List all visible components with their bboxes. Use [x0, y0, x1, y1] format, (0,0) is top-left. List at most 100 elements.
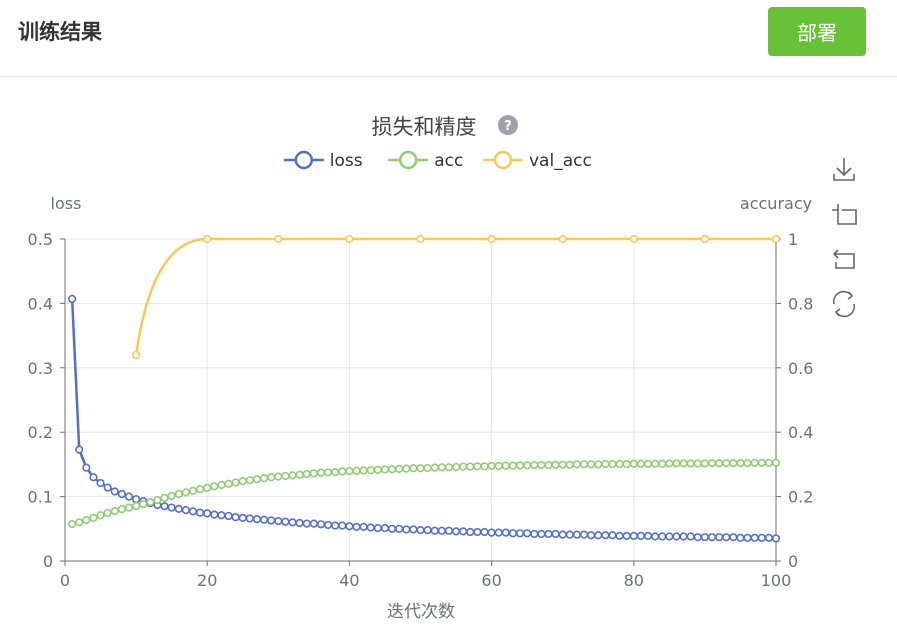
data-point-acc — [451, 462, 461, 472]
data-point-loss — [565, 530, 574, 539]
data-point-acc — [323, 468, 333, 477]
legend-item-loss[interactable]: loss — [283, 150, 363, 171]
data-point-acc — [601, 459, 610, 469]
y-left-tick-label: 0.3 — [28, 359, 53, 378]
data-point-loss — [117, 489, 126, 499]
data-point-acc — [345, 467, 354, 476]
data-point-loss — [331, 521, 340, 530]
data-point-loss — [188, 507, 198, 516]
y-left-tick-label: 0.4 — [28, 294, 53, 313]
data-point-acc — [117, 505, 126, 514]
data-point-acc — [508, 461, 518, 470]
data-point-loss — [345, 522, 354, 531]
data-point-acc — [494, 461, 503, 471]
data-point-acc — [459, 462, 468, 471]
data-point-loss — [252, 515, 262, 524]
data-point-acc — [359, 466, 368, 475]
data-point-acc — [722, 459, 731, 468]
data-point-loss — [380, 524, 390, 533]
data-point-loss — [558, 530, 567, 539]
zoom-reset-icon[interactable] — [832, 248, 856, 274]
legend-item-acc[interactable]: acc — [388, 150, 463, 171]
data-point-loss — [764, 533, 773, 542]
data-point-acc — [281, 471, 290, 481]
data-point-loss — [309, 519, 318, 528]
data-point-acc — [750, 458, 759, 467]
data-point-loss — [466, 527, 475, 537]
legend-label: val_acc — [529, 151, 592, 171]
data-point-acc — [679, 459, 688, 468]
data-point-acc — [103, 508, 112, 518]
legend-marker — [294, 150, 314, 170]
data-point-acc — [160, 493, 169, 502]
download-icon[interactable] — [832, 156, 856, 182]
data-point-acc — [146, 497, 155, 507]
data-point-loss — [530, 529, 539, 539]
data-point-acc — [387, 465, 397, 474]
grid-lines — [65, 238, 776, 561]
legend-item-val_acc[interactable]: val_acc — [483, 150, 592, 171]
legend-marker — [398, 150, 418, 170]
data-point-loss — [651, 532, 660, 541]
data-point-val_acc — [771, 234, 781, 244]
loss-accuracy-chart: 损失和精度 ? loss acc val_acc loss accuracy 迭代次… — [28, 115, 857, 622]
data-point-loss — [89, 473, 98, 482]
data-point-acc — [366, 466, 375, 475]
data-point-acc — [423, 463, 432, 473]
data-point-acc — [395, 464, 404, 474]
data-point-loss — [395, 524, 404, 533]
data-point-acc — [530, 460, 539, 470]
deploy-button[interactable]: 部署 — [768, 7, 866, 56]
data-point-loss — [195, 508, 205, 517]
data-point-acc — [302, 469, 311, 479]
data-point-acc — [608, 459, 617, 469]
data-point-loss — [487, 528, 496, 537]
data-point-acc — [274, 472, 283, 481]
data-point-acc — [615, 459, 624, 469]
x-tick-label: 20 — [197, 571, 217, 590]
data-point-acc — [267, 473, 276, 482]
data-point-loss — [167, 503, 176, 512]
data-point-acc — [523, 461, 532, 470]
data-point-loss — [629, 531, 638, 540]
data-point-acc — [579, 460, 589, 469]
page-title: 训练结果 — [18, 20, 102, 44]
data-point-acc — [338, 467, 347, 476]
data-point-acc — [743, 459, 752, 468]
data-point-loss — [366, 523, 375, 532]
y-right-tick-label: 0.6 — [788, 359, 813, 378]
svg-text:?: ? — [504, 119, 512, 134]
data-point-acc — [68, 519, 77, 529]
data-point-loss — [587, 531, 596, 540]
zoom-icon[interactable] — [832, 202, 857, 228]
y-axis-right-label: accuracy — [740, 194, 812, 213]
data-point-loss — [473, 527, 482, 537]
data-point-loss — [409, 525, 418, 534]
data-point-loss — [160, 502, 169, 511]
data-point-loss — [416, 525, 425, 535]
x-tick-label: 80 — [624, 571, 644, 590]
data-point-loss — [210, 510, 219, 519]
data-point-acc — [515, 461, 525, 470]
data-point-loss — [693, 533, 702, 542]
data-point-acc — [153, 496, 162, 505]
data-point-loss — [579, 530, 589, 539]
data-point-acc — [238, 477, 247, 486]
data-point-acc — [288, 471, 297, 480]
y-right-tick-label: 0 — [788, 552, 798, 571]
y-left-tick-label: 0 — [43, 552, 53, 571]
data-point-loss — [551, 529, 560, 539]
data-point-loss — [402, 525, 411, 534]
data-point-acc — [167, 491, 176, 501]
data-point-loss — [124, 492, 134, 501]
data-point-loss — [700, 533, 710, 542]
data-point-loss — [672, 532, 681, 541]
question-circle-icon[interactable]: ? — [498, 115, 518, 135]
data-point-acc — [231, 478, 240, 487]
restore-icon[interactable] — [832, 290, 856, 318]
data-point-acc — [501, 461, 510, 470]
series-line-val_acc — [134, 237, 776, 356]
data-point-loss — [715, 533, 724, 542]
data-point-loss — [480, 527, 489, 537]
data-point-acc — [245, 476, 254, 485]
